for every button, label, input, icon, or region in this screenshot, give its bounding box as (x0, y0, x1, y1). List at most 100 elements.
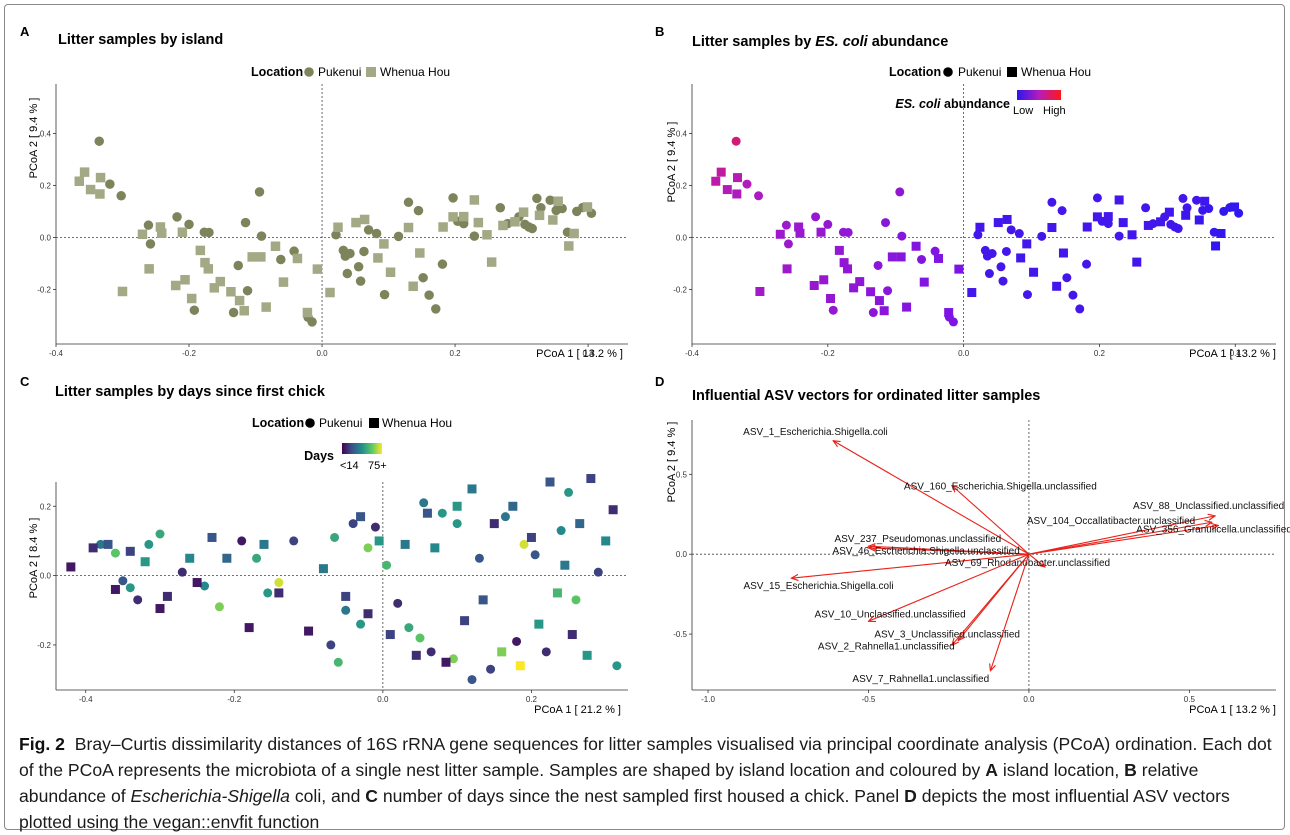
panel-b-point (732, 189, 742, 199)
panel-c-point (237, 536, 247, 546)
panel-b-point (1092, 212, 1102, 222)
panel-b-chart: B Litter samples by ES. coli abundance L… (655, 24, 1276, 360)
panel-c-point (452, 519, 462, 529)
panel-c-point (426, 647, 436, 657)
panel-a-point (95, 172, 106, 183)
panel-a-point (548, 215, 558, 225)
panel-b-point (897, 231, 907, 241)
panel-a-point (486, 257, 497, 267)
panel-c-y-tick-label: -0.2 (37, 641, 51, 650)
panel-c-point (96, 539, 106, 549)
panel-a-y-tick-label: -0.2 (37, 285, 51, 294)
panel-c-point (244, 623, 254, 633)
panel-a-point (448, 212, 458, 222)
panel-c-point (110, 548, 120, 558)
panel-c-point (437, 508, 447, 518)
panel-b-point (1118, 218, 1128, 228)
legend-whenua-hou-label: Whenua Hou (1021, 65, 1091, 79)
panel-a-point (155, 222, 166, 232)
panel-c-point (586, 474, 596, 484)
panel-c-point (252, 553, 262, 563)
panel-b-point (895, 187, 905, 197)
panel-b-point (987, 249, 997, 259)
panel-d-plot-area: -1.0 -0.5 0.0 0.5 0.5 0.0 -0.5 ASV_1_Escherichi… (673, 420, 1290, 704)
panel-a-point (137, 229, 148, 240)
panel-c-letter: C (20, 374, 30, 389)
panel-d-vector-label: ASV_46_Escherichia.Shigella.unclassified (832, 546, 1019, 557)
panel-b-point (823, 219, 833, 229)
panel-b-point (1114, 195, 1124, 205)
panel-a-point (157, 228, 167, 238)
panel-a-point (413, 205, 424, 216)
panel-b-point (996, 262, 1006, 272)
panel-b-point (1182, 203, 1192, 213)
panel-b-point (1216, 229, 1226, 238)
panel-b-ylabel: PCoA 2 [ 9.4 % ] (666, 122, 678, 203)
panel-c-point (382, 560, 392, 570)
legend-whenua-hou-square (366, 67, 376, 77)
panel-c-point (110, 584, 120, 594)
panel-c-point (430, 543, 440, 553)
panel-b-x-tick-label: -0.4 (685, 349, 699, 358)
panel-c-xlabel: PCoA 1 [ 21.2 % ] (534, 704, 621, 716)
panel-c-point (370, 522, 380, 532)
panel-a-point (424, 290, 434, 300)
panel-b-point (1103, 212, 1113, 222)
panel-c-point (185, 553, 195, 563)
panel-b-point (839, 258, 849, 268)
panel-c-colorbar-title: Days (304, 449, 334, 463)
panel-b-point (1164, 207, 1174, 217)
panel-d-y-tick-label: 0.5 (676, 470, 688, 479)
panel-a-point (292, 253, 303, 264)
panel-a-point (226, 286, 236, 297)
panel-b-point (883, 286, 893, 296)
panel-c-point (363, 543, 373, 553)
panel-c-plot-area: -0.4 -0.2 0.0 0.2 0.2 0.0 -0.2 (37, 474, 628, 704)
panel-c-point (341, 605, 351, 615)
panel-a-point (569, 228, 579, 239)
panel-b-colorbar-low: Low (1013, 105, 1033, 117)
panel-a-point (518, 207, 529, 217)
panel-c-point (415, 633, 425, 643)
panel-b-point (1103, 219, 1113, 229)
panel-a-point (510, 217, 520, 227)
panel-b-point (809, 281, 819, 290)
panel-d-vector-arrow (1028, 522, 1212, 555)
panel-c-point (560, 560, 570, 570)
panel-a-point (371, 228, 382, 239)
panel-a-point (553, 196, 563, 207)
panel-b-point (1114, 231, 1124, 241)
panel-a-point (363, 225, 374, 235)
caption-text-5: number of days since the nest sampled fi… (377, 786, 905, 806)
panel-b-y-tick-label: -0.2 (673, 285, 687, 294)
panel-a-point (177, 227, 188, 237)
panel-b-point (1062, 273, 1072, 283)
panel-b-point (948, 317, 958, 327)
panel-d-x-tick-label: 0.5 (1184, 695, 1196, 704)
panel-a-point (289, 246, 299, 256)
panel-b-point (975, 222, 985, 232)
panel-a-point (302, 307, 313, 318)
panel-a-point (256, 252, 266, 262)
panel-c-point (214, 602, 224, 612)
panel-a-point (256, 231, 267, 241)
panel-c-point (356, 512, 366, 522)
panel-b-point (1204, 204, 1214, 214)
panel-a-point (403, 222, 414, 233)
panel-a-point (527, 223, 537, 234)
panel-b-point (795, 228, 805, 238)
panel-b-point (1002, 214, 1012, 224)
panel-a-point (116, 191, 126, 201)
panel-d-y-tick-label: 0.0 (676, 550, 688, 559)
panel-b-point (1068, 290, 1078, 300)
panel-b-point (1194, 215, 1204, 225)
panel-c-point (356, 619, 366, 629)
panel-a-point (473, 217, 484, 228)
panel-c-point (88, 543, 98, 553)
panel-b-x-tick-label: 0.0 (958, 349, 970, 358)
panel-b-point (984, 269, 994, 279)
panel-c-point (601, 536, 611, 546)
panel-d-vector-arrow (990, 554, 1030, 671)
panel-c-point (125, 583, 135, 593)
panel-a-point (145, 239, 156, 249)
